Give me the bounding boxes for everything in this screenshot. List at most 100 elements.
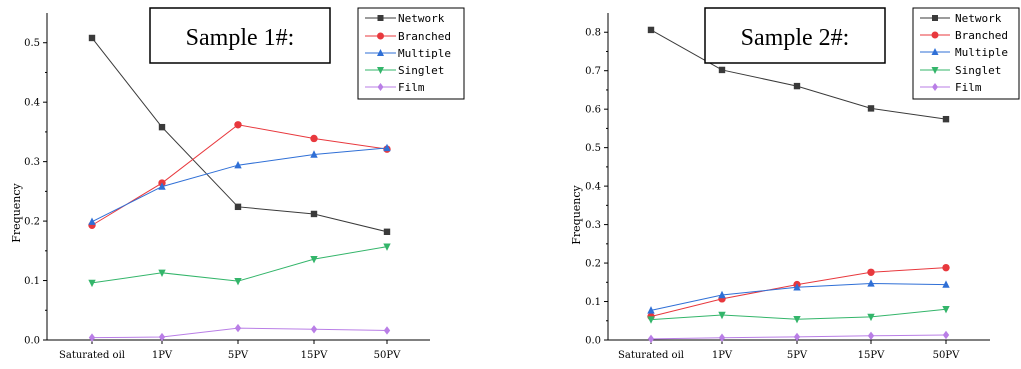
legend-item-film: Film xyxy=(365,81,425,94)
data-point-singlet xyxy=(158,269,166,278)
data-point-film xyxy=(310,325,318,334)
chart-panel-sample-1: 0.0 0.1 0.2 0.3 0.4 0.5 Saturated oil 1PV 5PV 15P… xyxy=(10,7,465,361)
data-point-film xyxy=(383,326,391,335)
y-tick-label: 0.4 xyxy=(24,98,40,109)
legend-item-branched: Branched xyxy=(365,30,451,43)
x-tick-label: 1PV xyxy=(152,350,173,361)
data-point-network xyxy=(647,26,655,34)
data-point-singlet xyxy=(793,316,801,324)
legend-swatch-marker xyxy=(377,32,384,40)
legend-label: Branched xyxy=(955,29,1008,42)
legend-item-network: Network xyxy=(920,12,1002,25)
title-box xyxy=(704,7,886,64)
legend-swatch-marker xyxy=(931,31,939,39)
legend: Network Branched Multiple Singlet Film xyxy=(912,7,1020,100)
data-point-branched xyxy=(942,263,950,272)
data-point-network xyxy=(310,210,318,218)
data-point-multiple xyxy=(793,283,801,291)
y-tick-label: 0.1 xyxy=(585,297,601,308)
data-point-film xyxy=(88,333,96,342)
legend-label: Network xyxy=(955,12,1002,25)
legend-label: Multiple xyxy=(398,47,451,60)
data-point-network xyxy=(383,228,391,235)
data-point-film xyxy=(647,334,655,344)
legend-item-branched: Branched xyxy=(920,29,1008,42)
series-line-multiple xyxy=(91,147,388,223)
y-tick-label: 0.4 xyxy=(585,182,601,193)
data-point-multiple xyxy=(88,217,96,225)
legend-swatch-marker xyxy=(932,83,938,91)
chart-title: Sample 2#: xyxy=(741,25,850,51)
data-point-branched xyxy=(867,268,875,276)
x-tick-label: 5PV xyxy=(228,350,249,361)
legend-item-singlet: Singlet xyxy=(920,64,1001,77)
legend-swatch-marker xyxy=(377,83,384,91)
data-point-network xyxy=(88,34,96,42)
data-point-multiple xyxy=(867,279,875,287)
data-point-network xyxy=(718,66,726,74)
data-point-film xyxy=(718,333,726,342)
y-tick-label: 0.5 xyxy=(24,38,40,49)
legend-swatch-marker xyxy=(377,67,384,74)
y-tick-label: 0.6 xyxy=(585,105,601,116)
data-point-network xyxy=(793,82,801,90)
data-point-network xyxy=(234,203,242,211)
data-point-singlet xyxy=(383,243,391,251)
legend-item-multiple: Multiple xyxy=(365,47,451,60)
legend-label: Film xyxy=(955,81,982,94)
data-point-film xyxy=(158,332,166,342)
series-line-branched xyxy=(650,267,947,318)
y-tick-label: 0.0 xyxy=(24,336,40,347)
data-point-singlet xyxy=(310,255,318,264)
data-point-network xyxy=(942,115,950,123)
y-tick-label: 0.2 xyxy=(24,217,40,228)
chart-panel-sample-2: 0.0 0.1 0.2 0.3 0.4 0.5 0.6 0.7 0.8 Saturated oil… xyxy=(570,7,1020,361)
y-tick-label: 0.3 xyxy=(585,220,601,231)
data-point-branched xyxy=(234,121,242,129)
series-line-singlet xyxy=(91,246,388,284)
data-point-singlet xyxy=(647,316,655,324)
data-point-network xyxy=(867,105,875,112)
y-axis-title: Frequency xyxy=(10,182,23,242)
legend-item-multiple: Multiple xyxy=(920,46,1008,59)
data-point-multiple xyxy=(647,306,655,314)
data-point-branched xyxy=(310,134,318,143)
y-tick-label: 0.5 xyxy=(585,143,601,154)
x-tick-label: 50PV xyxy=(933,350,960,361)
data-point-multiple xyxy=(383,143,391,152)
title-box xyxy=(149,7,331,64)
legend-swatch-marker xyxy=(932,15,938,21)
y-tick-label: 0.0 xyxy=(585,336,601,347)
legend: Network Branched Multiple Singlet Film xyxy=(357,7,465,100)
y-tick-label: 0.1 xyxy=(24,276,40,287)
legend-label: Singlet xyxy=(398,64,444,77)
legend-label: Branched xyxy=(398,30,451,43)
x-tick-label: 50PV xyxy=(374,350,401,361)
chart-title: Sample 1#: xyxy=(186,25,295,51)
data-point-multiple xyxy=(942,280,950,288)
legend-swatch-marker xyxy=(377,15,384,21)
data-point-singlet xyxy=(88,279,96,288)
data-point-singlet xyxy=(942,306,950,314)
data-point-film xyxy=(942,330,950,340)
legend-item-singlet: Singlet xyxy=(365,64,444,77)
data-point-multiple xyxy=(234,161,242,169)
data-point-film xyxy=(867,331,875,340)
data-point-multiple xyxy=(718,290,726,299)
series-line-network xyxy=(91,37,388,233)
x-tick-label: 15PV xyxy=(858,350,885,361)
data-point-singlet xyxy=(234,277,242,286)
y-tick-label: 0.2 xyxy=(585,259,601,270)
y-tick-label: 0.3 xyxy=(24,157,40,168)
x-tick-label: Saturated oil xyxy=(618,350,684,361)
x-tick-label: 5PV xyxy=(787,350,808,361)
legend-label: Singlet xyxy=(955,64,1001,77)
y-tick-label: 0.7 xyxy=(585,66,601,77)
legend-swatch-marker xyxy=(377,49,384,56)
data-point-network xyxy=(158,123,166,131)
data-point-multiple xyxy=(158,182,166,190)
data-point-film xyxy=(234,323,242,333)
legend-swatch-marker xyxy=(931,48,939,55)
legend-box xyxy=(912,7,1020,100)
